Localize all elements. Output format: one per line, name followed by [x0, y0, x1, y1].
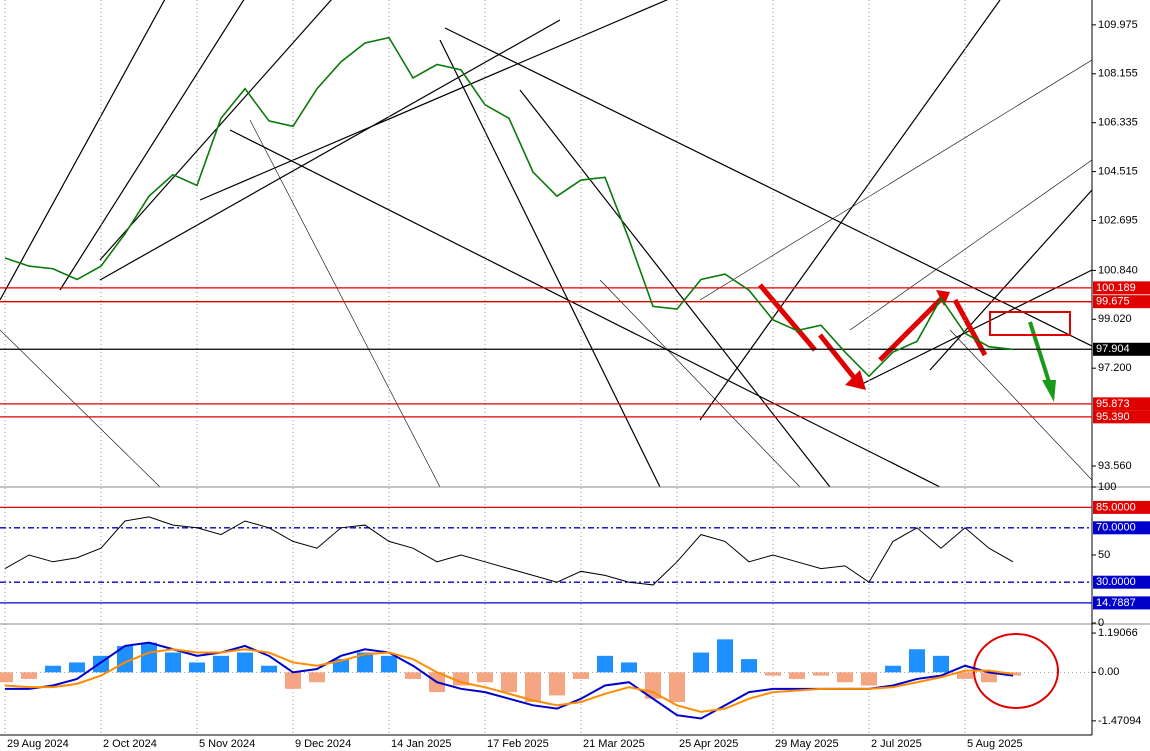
y-tick-label: 102.695 — [1098, 214, 1138, 226]
level-label: 30.0000 — [1096, 576, 1136, 588]
bar — [405, 672, 421, 679]
level-label-box — [1093, 575, 1150, 589]
level-label-box — [1093, 295, 1150, 309]
x-tick-label: 5 Nov 2024 — [199, 738, 255, 750]
level-label-box — [1093, 500, 1150, 514]
level-label-box — [1093, 281, 1150, 295]
bar — [357, 652, 373, 673]
x-tick-label: 29 Aug 2024 — [7, 738, 69, 750]
y-tick-label: 97.200 — [1098, 362, 1132, 374]
x-tick-label: 29 May 2025 — [775, 738, 839, 750]
bar — [549, 672, 565, 696]
bar — [981, 672, 997, 683]
y-tick-label: 50 — [1098, 549, 1110, 561]
bar — [669, 672, 685, 703]
bar — [813, 672, 829, 676]
level-label-box — [1093, 397, 1150, 411]
y-tick-label: -1.47094 — [1098, 715, 1141, 727]
bar — [69, 662, 85, 673]
level-label: 95.390 — [1096, 411, 1130, 423]
x-tick-label: 2 Oct 2024 — [103, 738, 157, 750]
bar — [621, 662, 637, 673]
level-label: 97.904 — [1096, 343, 1130, 355]
bar — [693, 652, 709, 673]
level-label: 95.873 — [1096, 398, 1130, 410]
x-tick-label: 17 Feb 2025 — [487, 738, 549, 750]
bar — [717, 639, 733, 673]
panel — [0, 506, 1092, 604]
bar — [21, 672, 37, 679]
y-tick-label: 109.975 — [1098, 19, 1138, 31]
bar — [573, 672, 589, 679]
bar — [501, 672, 517, 693]
bar — [261, 665, 277, 673]
level-label: 100.189 — [1096, 282, 1136, 294]
line — [4, 516, 1014, 586]
level-label: 85.0000 — [1096, 501, 1136, 513]
level-label-box — [1093, 342, 1150, 356]
panel — [0, 639, 1092, 720]
bar — [0, 672, 13, 683]
y-tick-label: 99.020 — [1098, 313, 1132, 325]
panel — [0, 36, 1092, 418]
y-tick-label: 100.840 — [1098, 264, 1138, 276]
level-label-box — [1093, 410, 1150, 424]
bar — [909, 649, 925, 673]
bar — [45, 665, 61, 673]
bar — [381, 655, 397, 673]
level-label-box — [1093, 596, 1150, 610]
line — [4, 36, 1014, 378]
level-label-box — [1093, 521, 1150, 535]
x-tick-label: 2 Jul 2025 — [871, 738, 922, 750]
y-tick-label: 0.00 — [1098, 666, 1119, 678]
x-tick-label: 14 Jan 2025 — [391, 738, 452, 750]
bar — [237, 652, 253, 673]
bar — [309, 672, 325, 683]
line — [4, 648, 1014, 713]
x-tick-label: 21 Mar 2025 — [583, 738, 645, 750]
level-label: 70.0000 — [1096, 522, 1136, 534]
bar — [477, 672, 493, 683]
y-tick-label: 93.560 — [1098, 460, 1132, 472]
x-tick-label: 25 Apr 2025 — [679, 738, 738, 750]
bar — [789, 672, 805, 679]
y-tick-label: 100 — [1098, 481, 1116, 493]
bar — [861, 672, 877, 686]
level-label: 14.7887 — [1096, 597, 1136, 609]
bar — [165, 652, 181, 673]
bar — [213, 655, 229, 673]
y-tick-label: 0 — [1098, 617, 1104, 629]
bar — [285, 672, 301, 689]
x-tick-label: 9 Dec 2024 — [295, 738, 351, 750]
bar — [837, 672, 853, 683]
y-tick-label: 104.515 — [1098, 166, 1138, 178]
y-tick-label: 108.155 — [1098, 68, 1138, 80]
bar — [597, 655, 613, 673]
bar — [141, 642, 157, 673]
bar — [957, 672, 973, 679]
x-tick-label: 5 Aug 2025 — [967, 738, 1023, 750]
bar — [933, 655, 949, 673]
y-tick-label: 106.335 — [1098, 117, 1138, 129]
bar — [741, 659, 757, 673]
level-label: 99.675 — [1096, 296, 1130, 308]
bar — [885, 665, 901, 673]
y-tick-label: 1.19066 — [1098, 627, 1138, 639]
bar — [189, 662, 205, 673]
bar — [525, 672, 541, 703]
trend-lines — [0, 0, 1092, 487]
bar — [765, 672, 781, 676]
